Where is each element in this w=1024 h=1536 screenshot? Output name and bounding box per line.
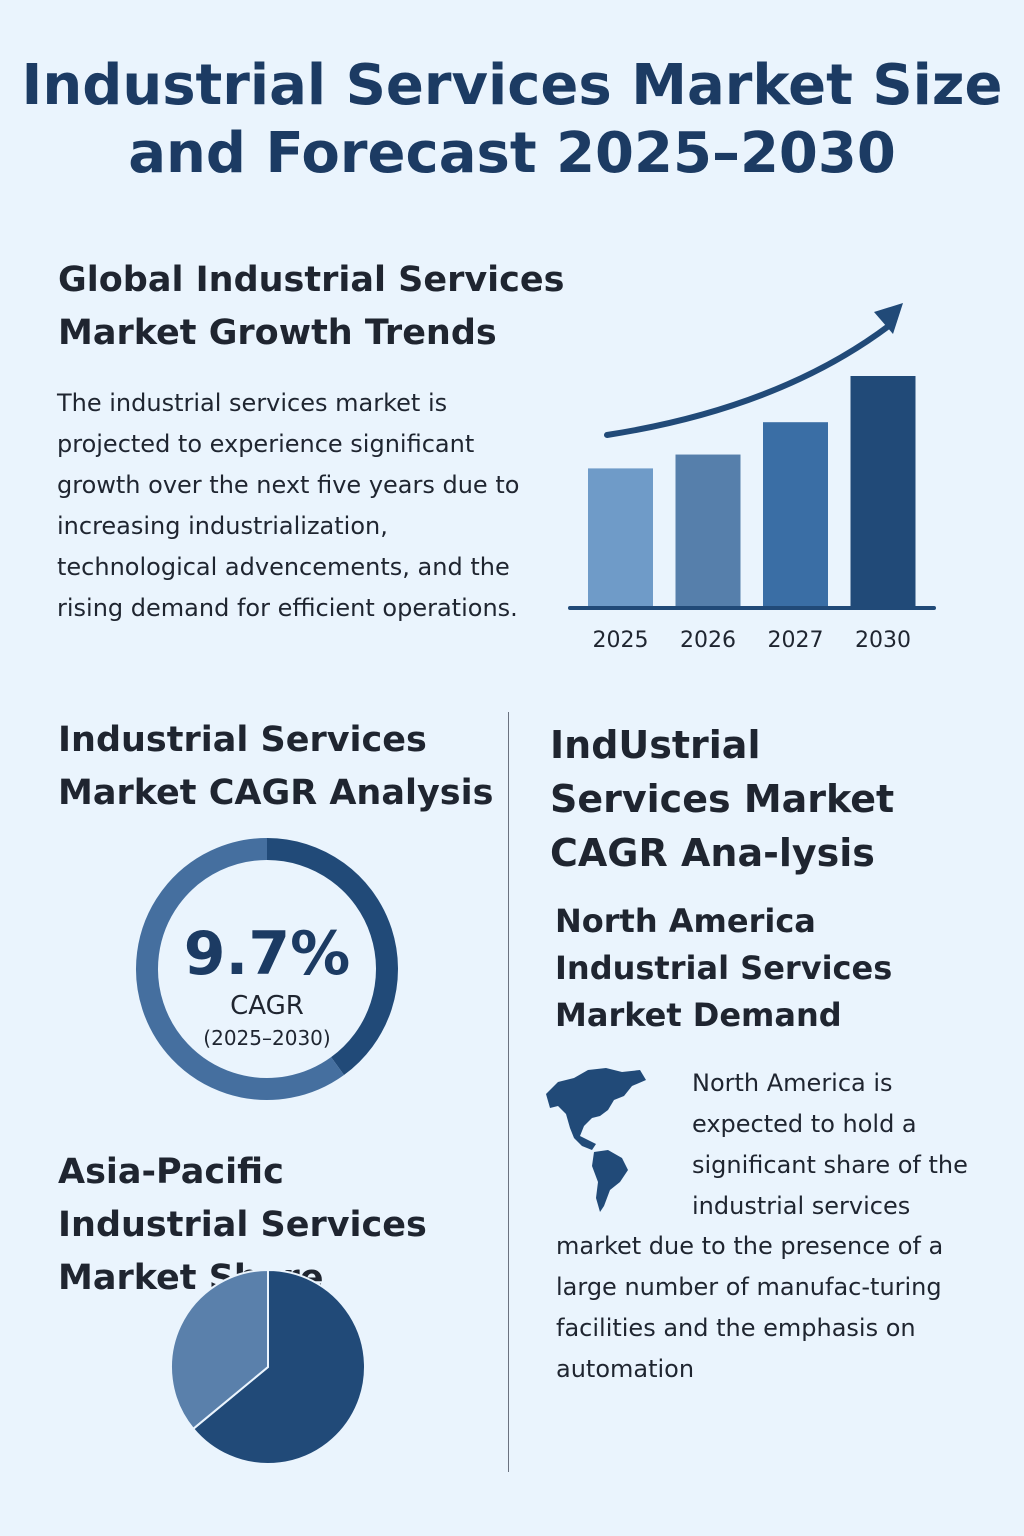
x-tick-label: 2025 bbox=[593, 628, 649, 653]
donut-segment-1 bbox=[136, 838, 344, 1100]
bar-2030 bbox=[850, 376, 916, 607]
pie-slice-0 bbox=[191, 1268, 366, 1465]
cagr-period: (2025–2030) bbox=[203, 1026, 331, 1050]
cagr-heading: Industrial Services Market CAGR Analysis bbox=[58, 720, 494, 813]
x-tick-label: 2027 bbox=[768, 628, 824, 653]
cagr-value: 9.7% bbox=[183, 919, 351, 989]
donut-segment-0 bbox=[266, 838, 398, 1075]
asia-pie-chart bbox=[170, 1268, 366, 1465]
growth-bar-chart: 2025 2026 2027 2030 bbox=[568, 303, 936, 653]
cagr-donut bbox=[136, 838, 398, 1100]
north-america-heading: North America Industrial Services Market… bbox=[555, 902, 893, 1034]
cagr-label: CAGR bbox=[230, 991, 304, 1021]
pie-slice-1 bbox=[170, 1268, 269, 1431]
americas-map-icon bbox=[546, 1068, 646, 1212]
north-america-text: market due to the presence of a large nu… bbox=[556, 1232, 944, 1383]
page-title: Industrial Services Market Size and Fore… bbox=[21, 53, 1003, 186]
bar-2027 bbox=[763, 422, 828, 607]
x-tick-label: 2026 bbox=[680, 628, 736, 653]
growth-text: The industrial services market is projec… bbox=[57, 389, 520, 622]
north-america-text-wrap: North America is expected to hold a sign… bbox=[692, 1069, 968, 1220]
trend-arrow-head bbox=[874, 303, 903, 334]
growth-heading: Global Industrial Services Market Growth… bbox=[58, 260, 565, 353]
bar-2025 bbox=[588, 468, 653, 607]
right-heading: IndUstrial Services Market CAGR Ana-lysi… bbox=[550, 723, 895, 875]
trend-arrow-line bbox=[604, 322, 893, 438]
column-divider bbox=[508, 712, 509, 1472]
bar-2026 bbox=[675, 454, 741, 607]
x-tick-label: 2030 bbox=[855, 628, 911, 653]
